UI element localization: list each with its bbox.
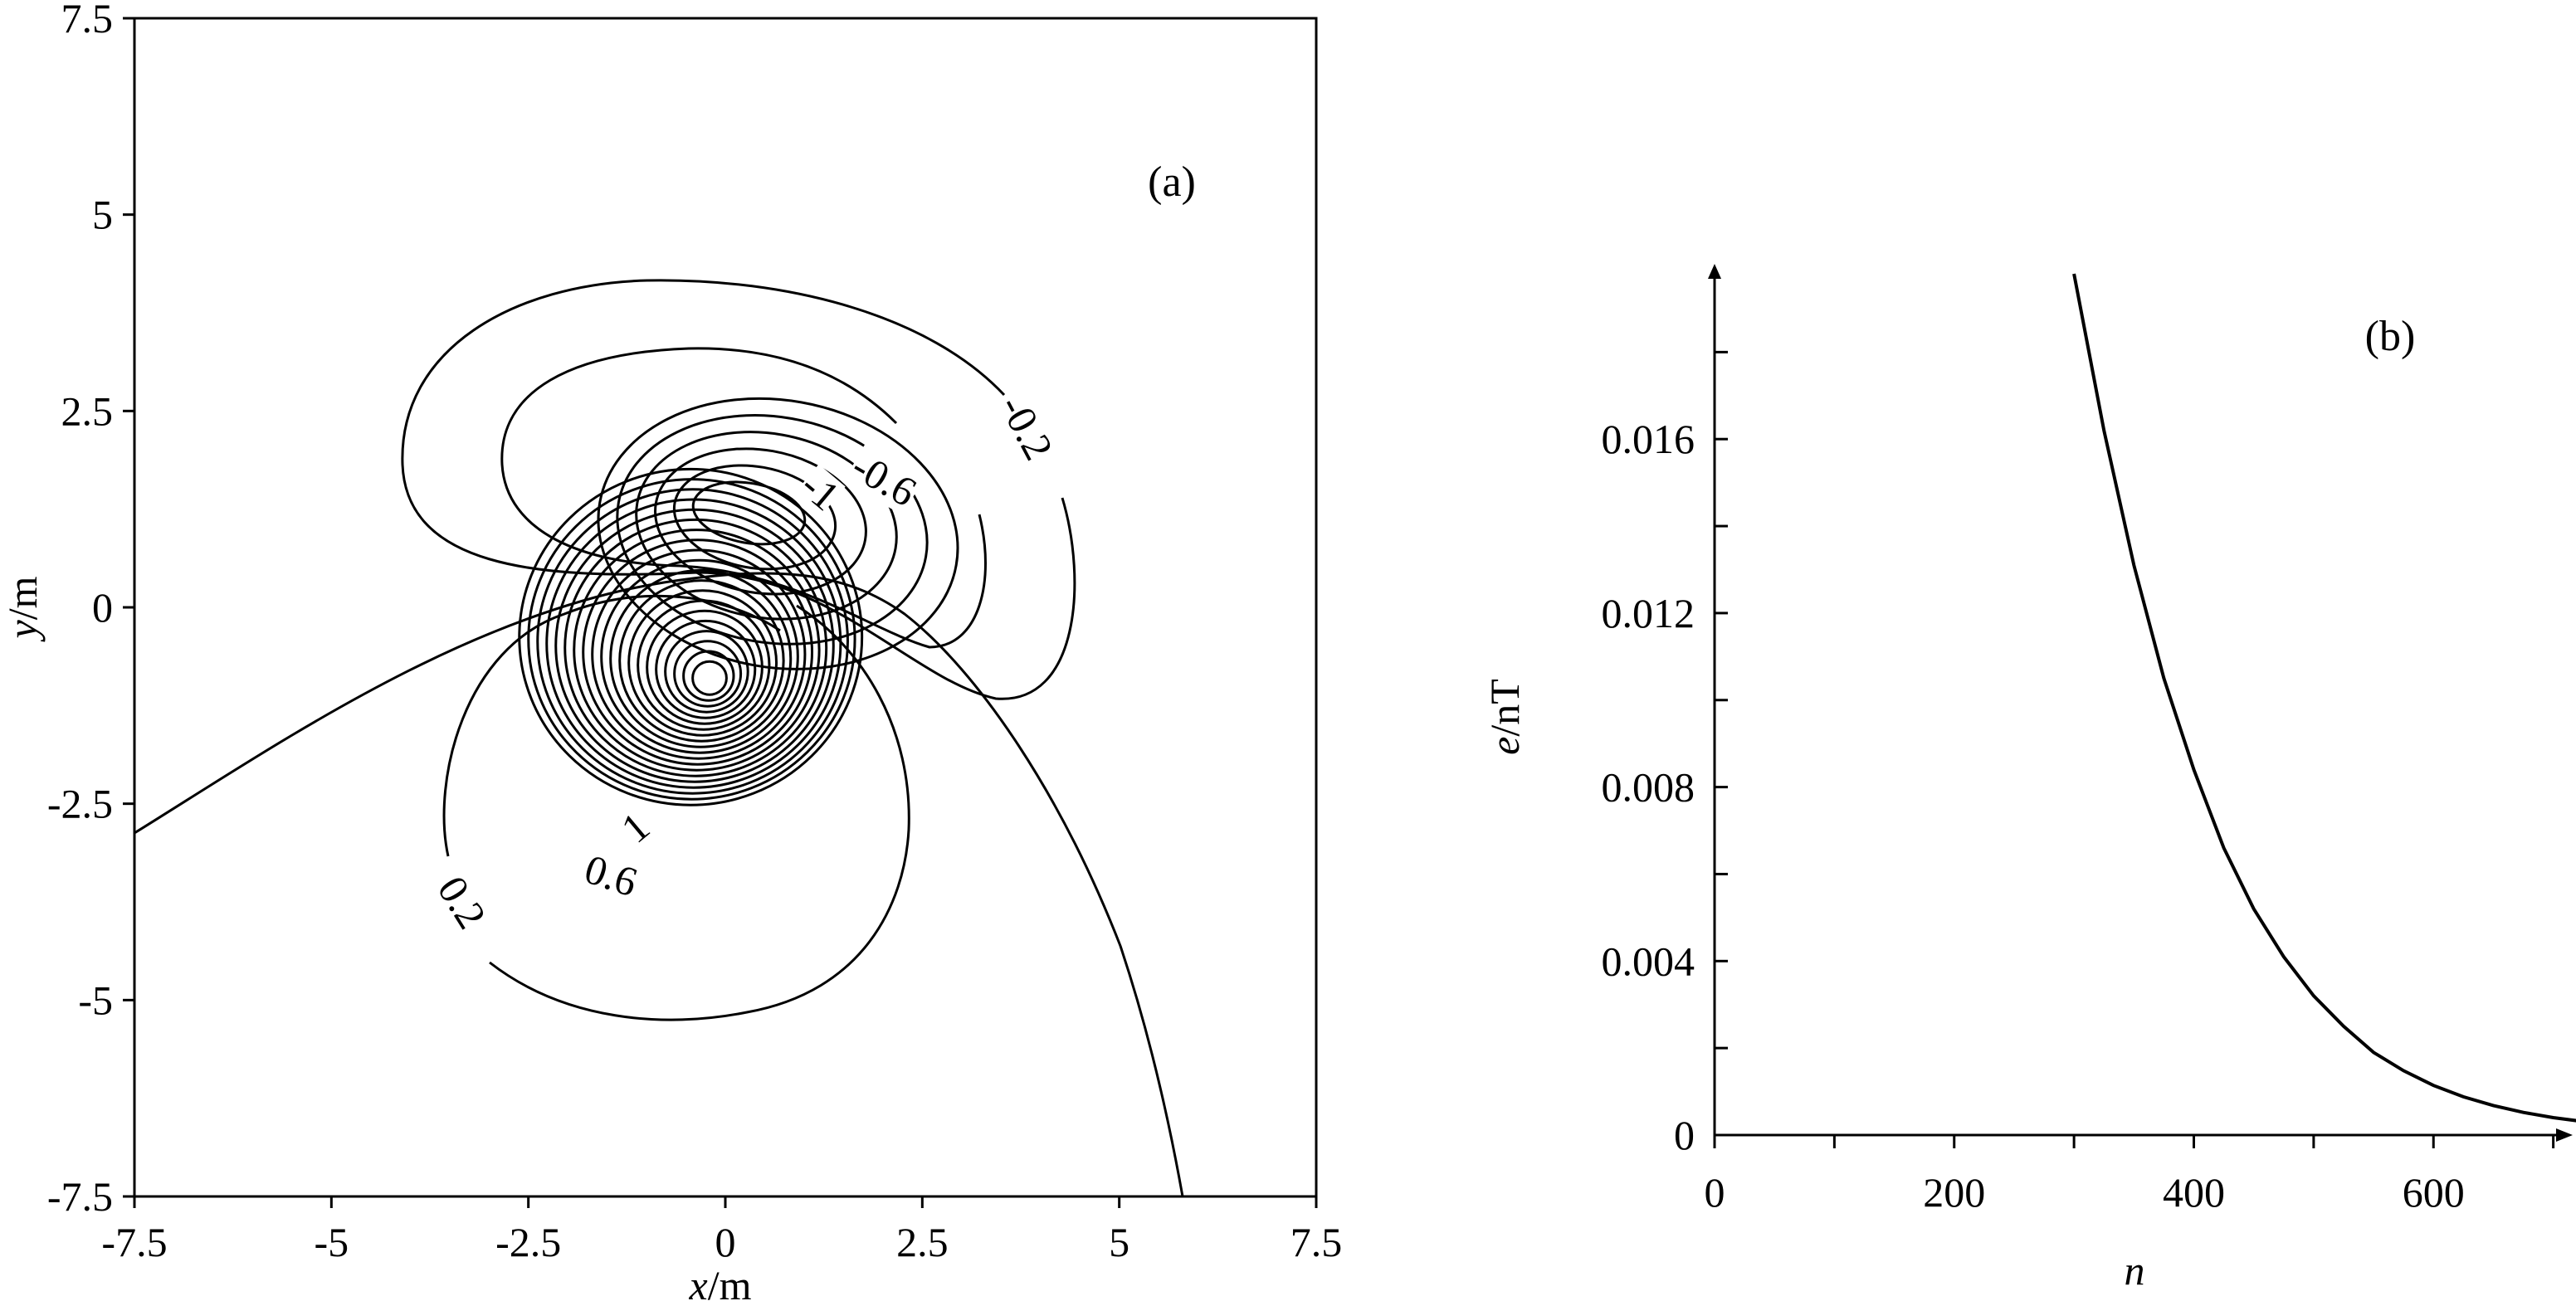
contour-ring-positive: [536, 488, 849, 795]
panel-a-x-tick-label: 0: [715, 1219, 736, 1265]
contour-ring-positive: [673, 640, 743, 708]
contour-ring-positive: [527, 478, 856, 801]
panel-b-x-axis-arrow: [2556, 1128, 2573, 1142]
contour-ring-positive: [618, 579, 785, 743]
contour-ring-positive: [554, 508, 835, 783]
panel-b-y-tick-label: 0.004: [1602, 938, 1695, 984]
contour-ring-negative: [616, 414, 929, 646]
contour-pos-outer-1: [489, 604, 910, 1021]
contour-neg-outer-2: [500, 347, 987, 649]
panel-b-y-tick-label: 0.012: [1602, 590, 1695, 636]
contour-pos-outer-2: [442, 594, 781, 857]
contour-lines: [134, 279, 1184, 1197]
panel-a-ticks: [123, 17, 1318, 1208]
panel-a-x-tick-label: -5: [315, 1219, 349, 1265]
panel-a-y-tick-label: 0: [92, 584, 113, 631]
panel-b-y-tick-label: 0.016: [1602, 416, 1695, 462]
contour-ring-positive: [573, 529, 821, 772]
panel-b-y-axis-arrow: [1708, 264, 1721, 279]
zero-contour-line: [134, 572, 1184, 1197]
panel-b-y-axis-label: e/nT: [1481, 679, 1528, 755]
panel-b-label: (b): [2365, 313, 2416, 360]
contour-ring-positive: [600, 558, 799, 754]
contour-ring-positive: [591, 548, 807, 760]
contour-ring-positive: [682, 650, 735, 702]
contour-rings: [518, 397, 959, 806]
panel-a-y-tick-label: -5: [78, 977, 113, 1023]
contour-ring-positive: [627, 589, 778, 737]
panel-a-x-tick-label: 2.5: [896, 1219, 949, 1265]
panel-a-frame: [133, 17, 1318, 1198]
contour-ring-positive: [564, 518, 828, 777]
contour-ring-negative: [672, 464, 837, 571]
contour-ring-positive: [545, 498, 842, 789]
error-curve-line: [2072, 273, 2576, 1123]
panel-a-y-tick-label: 2.5: [61, 387, 114, 434]
panel-a-x-tick-label: 7.5: [1290, 1219, 1343, 1265]
contour-ring-positive: [655, 619, 757, 719]
contour-neg-outer-1: [401, 279, 1076, 700]
contour-label-neg-0-6: -0.6: [844, 442, 925, 515]
panel-a-y-tick-label: -7.5: [47, 1173, 113, 1220]
contour-ring-negative: [654, 447, 867, 596]
panel-b-ticks: [1713, 350, 2555, 1148]
contour-label-pos-0-2: 0.2: [429, 868, 496, 937]
panel-a-y-axis-label: y/m: [0, 576, 46, 642]
contour-ring-positive: [609, 568, 793, 748]
panel-a-x-axis-label: x/m: [689, 1262, 752, 1301]
panel-a-label: (a): [1148, 158, 1196, 206]
panel-a-contour-plot: -7.5 -5 -2.5 0 2.5 5 7.5 -7.5 -5 -2.5 0 2.5 5 7.5 -0.…: [0, 0, 1342, 1301]
panel-a-x-tick-label: 5: [1109, 1219, 1129, 1265]
panel-a-y-tick-label: 5: [92, 192, 113, 238]
contour-ring-positive: [664, 630, 749, 714]
panel-b-y-tick-label: 0.008: [1602, 764, 1695, 811]
contour-ring-positive: [582, 538, 814, 766]
panel-a-tick-labels: -7.5 -5 -2.5 0 2.5 5 7.5 -7.5 -5 -2.5 0 2.5 5 7.5: [47, 0, 1342, 1265]
panel-a-y-tick-label: -2.5: [47, 781, 113, 827]
contour-label-neg-0-2: -0.2: [991, 387, 1063, 467]
contour-label-neg-1: -1: [793, 461, 849, 519]
contour-ring-positive: [637, 599, 771, 731]
contour-ring-positive: [646, 609, 764, 725]
panel-a-x-tick-label: -2.5: [495, 1219, 561, 1265]
panel-b-y-tick-label: 0: [1674, 1112, 1695, 1158]
panel-b-x-axis-label: n: [2125, 1247, 2145, 1294]
panel-b-x-tick-label: 200: [1923, 1169, 1985, 1216]
panel-b-x-tick-label: 400: [2163, 1169, 2225, 1216]
panel-a-y-tick-label: 7.5: [61, 0, 114, 41]
contour-ring-positive: [518, 467, 864, 806]
panel-b-x-tick-label: 0: [1705, 1169, 1725, 1216]
contour-ring-positive: [691, 660, 728, 696]
panel-a-x-tick-label: -7.5: [101, 1219, 167, 1265]
panel-b-x-tick-label: 600: [2403, 1169, 2465, 1216]
contour-ring-negative: [635, 431, 898, 621]
